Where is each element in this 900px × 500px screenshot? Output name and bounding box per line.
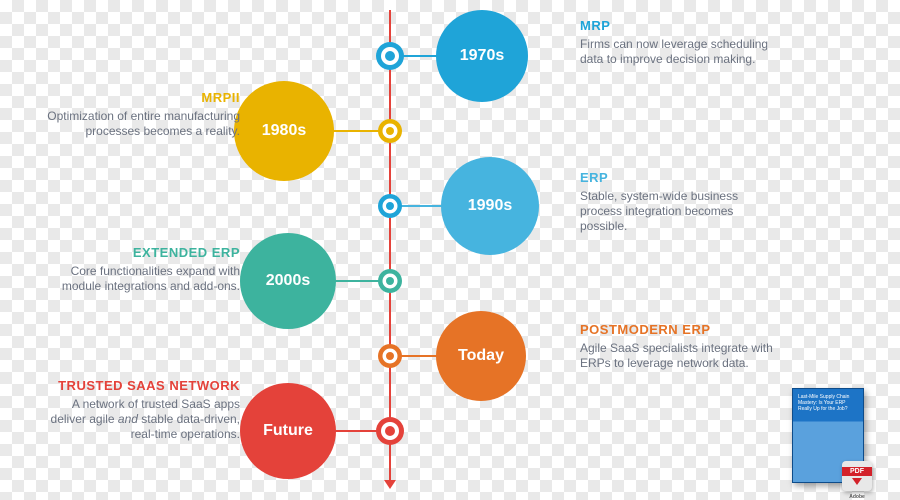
text-block-mrp: MRP Firms can now leverage scheduling dat…	[580, 18, 780, 67]
bubble-2000s: 2000s	[240, 233, 336, 329]
whitepaper-thumbnail[interactable]: Last-Mile Supply Chain Mastery: Is Your …	[792, 388, 864, 483]
axis-marker-2	[378, 194, 402, 218]
block-title: ERP	[580, 170, 780, 185]
block-desc: Stable, system-wide business process int…	[580, 189, 780, 234]
bubble-label: 2000s	[266, 272, 311, 290]
text-block-postmodern: POSTMODERN ERP Agile SaaS specialists int…	[580, 322, 780, 371]
block-desc: Firms can now leverage scheduling data t…	[580, 37, 780, 67]
axis-marker-0	[376, 42, 404, 70]
block-title: MRP	[580, 18, 780, 33]
bubble-1990s: 1990s	[441, 157, 539, 255]
axis-marker-3	[378, 269, 402, 293]
block-title: MRPII	[40, 90, 240, 105]
block-title: POSTMODERN ERP	[580, 322, 780, 337]
bubble-label: Today	[458, 347, 504, 365]
block-desc: Core functionalities expand with module …	[40, 264, 240, 294]
block-title: EXTENDED ERP	[40, 245, 240, 260]
block-desc: Optimization of entire manufacturing pro…	[40, 109, 240, 139]
bubble-future: Future	[240, 383, 336, 479]
bubble-label: 1980s	[262, 122, 307, 140]
text-block-trusted: TRUSTED SAAS NETWORK A network of trusted…	[40, 378, 240, 442]
bubble-1980s: 1980s	[234, 81, 334, 181]
book-title: Last-Mile Supply Chain Mastery: Is Your …	[798, 394, 858, 412]
text-block-mrpii: MRPII Optimization of entire manufacturin…	[40, 90, 240, 139]
axis-arrowhead	[384, 480, 396, 489]
axis-marker-5	[376, 417, 404, 445]
axis-marker-1	[378, 119, 402, 143]
block-title: TRUSTED SAAS NETWORK	[40, 378, 240, 393]
bubble-label: Future	[263, 422, 313, 440]
text-block-exterp: EXTENDED ERP Core functionalities expand …	[40, 245, 240, 294]
bubble-label: 1990s	[468, 197, 513, 215]
block-desc: A network of trusted SaaS apps deliver a…	[40, 397, 240, 442]
bubble-label: 1970s	[460, 47, 505, 65]
text-block-erp: ERP Stable, system-wide business process …	[580, 170, 780, 234]
bubble-1970s: 1970s	[436, 10, 528, 102]
block-desc: Agile SaaS specialists integrate with ER…	[580, 341, 780, 371]
timeline-stage: 1970s 1980s 1990s 2000s Today Future MRP Firms …	[0, 0, 900, 500]
bubble-today: Today	[436, 311, 526, 401]
axis-marker-4	[378, 344, 402, 368]
pdf-icon: PDFAdobe	[842, 461, 872, 491]
timeline-axis	[389, 10, 391, 480]
